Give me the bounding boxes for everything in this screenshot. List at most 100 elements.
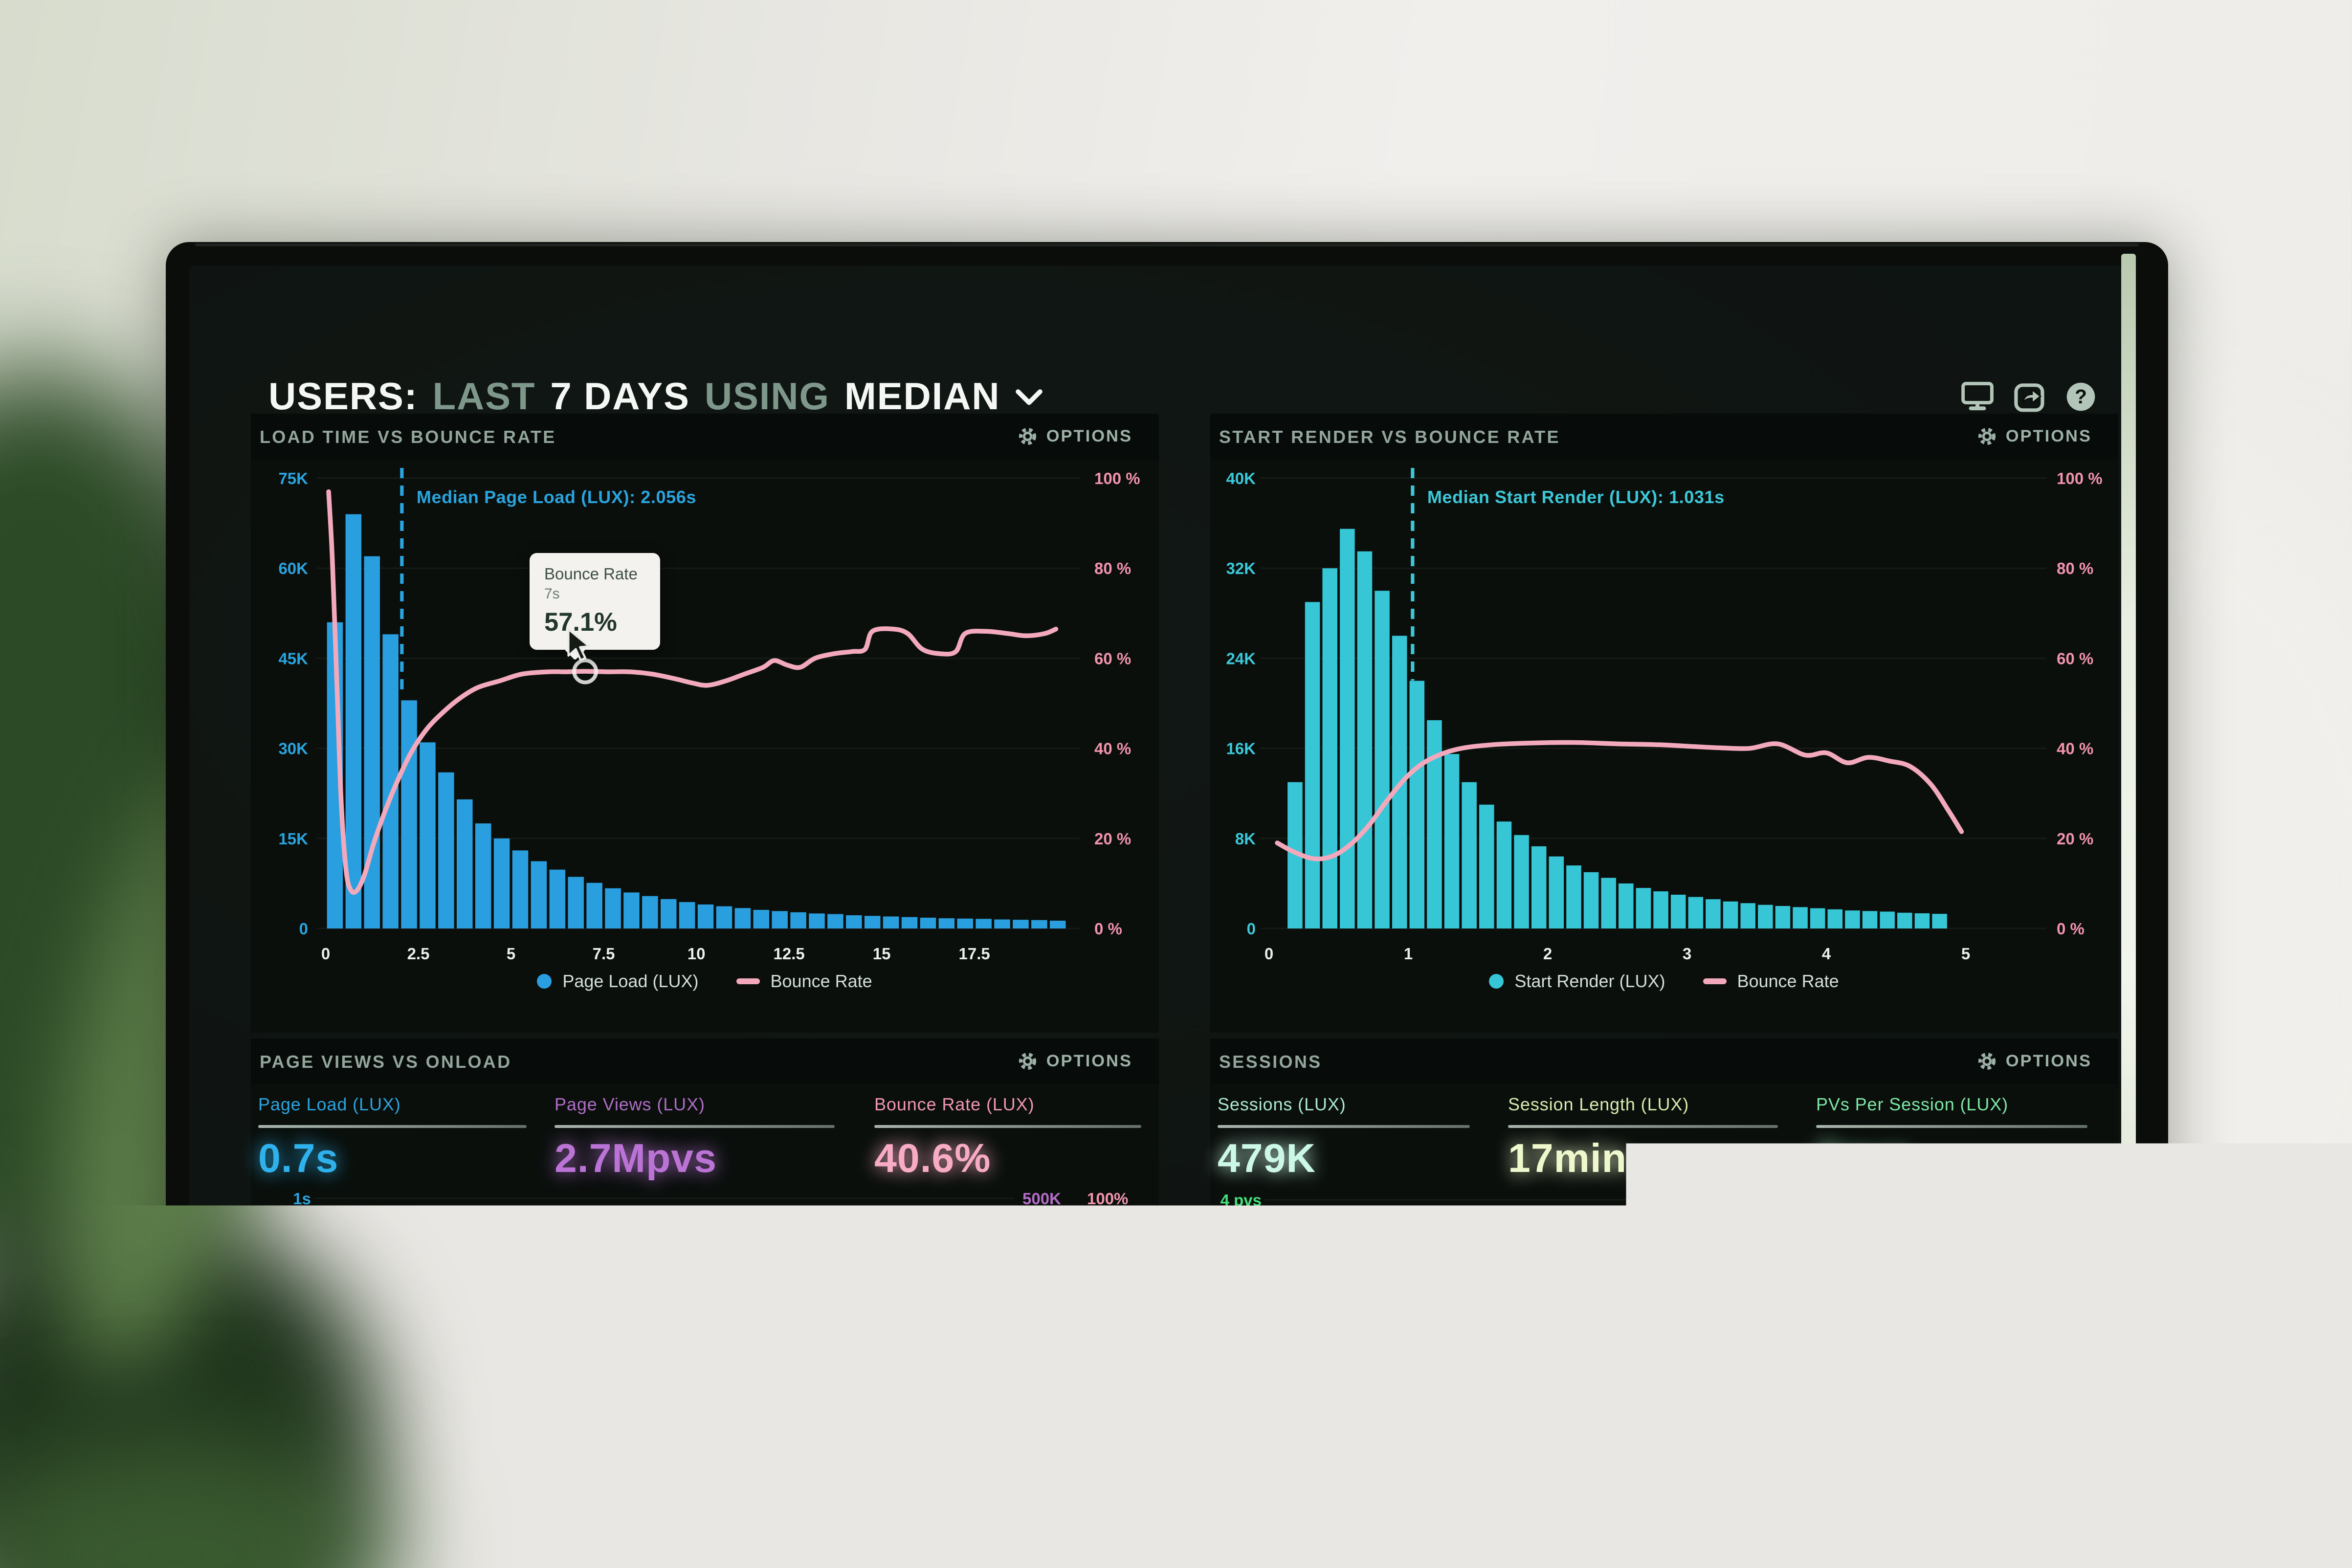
metric-value: 479K bbox=[1218, 1135, 1470, 1182]
svg-text:60K: 60K bbox=[278, 559, 308, 577]
svg-text:4: 4 bbox=[1822, 945, 1831, 963]
chat-bubble-icon bbox=[2030, 1371, 2068, 1410]
legend-dash-icon bbox=[1703, 978, 1727, 985]
metric-underline bbox=[1508, 1125, 1778, 1128]
svg-text:200K: 200K bbox=[1022, 1394, 1061, 1413]
legend-label: Bounce Rate bbox=[1737, 971, 1839, 992]
svg-text:60 %: 60 % bbox=[1094, 649, 1131, 667]
notification-badge: 4 bbox=[2065, 1342, 2092, 1369]
metric-label: Page Load (LUX) bbox=[258, 1094, 527, 1115]
svg-text:40%: 40% bbox=[1087, 1394, 1119, 1413]
svg-text:40K: 40K bbox=[1955, 1391, 1985, 1410]
svg-text:1: 1 bbox=[1404, 945, 1413, 963]
chart-load-time-vs-bounce-rate: 75K 100 %60K 80 %45K 60 %30K 40 %15K 20 %0 0 %… bbox=[251, 414, 1159, 1033]
svg-text:32 min: 32 min bbox=[2011, 1258, 2063, 1276]
help-icon[interactable]: ? bbox=[2064, 380, 2096, 412]
legend-item-bounce-rate[interactable]: Bounce Rate bbox=[1703, 971, 1839, 992]
svg-text:0.4s: 0.4s bbox=[280, 1394, 311, 1413]
title-using: USING bbox=[705, 374, 830, 420]
svg-text:60K: 60K bbox=[1955, 1325, 1985, 1343]
metric-underline bbox=[1218, 1125, 1470, 1128]
metric-underline bbox=[258, 1125, 527, 1128]
title-median: MEDIAN bbox=[844, 374, 1000, 420]
svg-text:40K: 40K bbox=[1226, 469, 1256, 487]
svg-text:0.8s: 0.8s bbox=[280, 1258, 311, 1276]
macbook-label: MacBook Pro bbox=[1086, 1550, 1379, 1568]
legend-label: Start Render (LUX) bbox=[1514, 971, 1665, 992]
svg-text:7.5: 7.5 bbox=[593, 945, 615, 963]
svg-text:100 %: 100 % bbox=[2057, 469, 2103, 487]
svg-text:75K: 75K bbox=[278, 469, 308, 487]
metric-value: 0.7s bbox=[258, 1135, 527, 1182]
svg-text:2.5: 2.5 bbox=[407, 945, 430, 963]
svg-text:20 %: 20 % bbox=[2057, 830, 2093, 848]
svg-text:40 min: 40 min bbox=[2011, 1191, 2063, 1209]
chart-start-render-vs-bounce-rate: 40K 100 % 32K 80 % 24K 60 % 16K 40 % 8K 20 % 0 0 % 0… bbox=[1210, 414, 2118, 1033]
svg-text:1.6 pvs: 1.6 pvs bbox=[1207, 1391, 1262, 1410]
chart-tooltip: Bounce Rate 7s 57.1% bbox=[530, 553, 660, 650]
svg-text:30K: 30K bbox=[278, 740, 308, 758]
legend-item-start-render[interactable]: Start Render (LUX) bbox=[1489, 971, 1665, 992]
users-range-dropdown[interactable]: USERS: LAST 7 DAYS USING MEDIAN bbox=[268, 374, 1043, 420]
svg-text:12.5: 12.5 bbox=[774, 945, 805, 963]
svg-text:17.5: 17.5 bbox=[959, 945, 990, 963]
svg-text:100K: 100K bbox=[1955, 1191, 1994, 1209]
metric-sessions: Sessions (LUX) 479K bbox=[1218, 1094, 1470, 1182]
svg-text:20 %: 20 % bbox=[1094, 830, 1131, 848]
tooltip-value: 57.1% bbox=[544, 607, 645, 638]
title-7days: 7 DAYS bbox=[550, 374, 689, 420]
svg-text:5: 5 bbox=[507, 945, 515, 963]
svg-text:?: ? bbox=[2074, 385, 2086, 407]
svg-text:45K: 45K bbox=[278, 649, 308, 667]
svg-text:4 pvs: 4 pvs bbox=[1220, 1191, 1262, 1209]
metric-session-length: Session Length (LUX) 17min bbox=[1508, 1094, 1778, 1182]
svg-text:0: 0 bbox=[299, 920, 308, 938]
svg-text:80K: 80K bbox=[1955, 1258, 1985, 1276]
metric-label: Session Length (LUX) bbox=[1508, 1094, 1778, 1115]
share-icon[interactable] bbox=[2013, 380, 2045, 412]
metric-value: 17min bbox=[1508, 1135, 1778, 1182]
svg-text:8K: 8K bbox=[1235, 830, 1256, 848]
metric-pvs-per-session: PVs Per Session (LUX) 2pvs bbox=[1816, 1094, 2087, 1182]
metric-value: 2.7Mpvs bbox=[555, 1135, 835, 1182]
svg-text:80 %: 80 % bbox=[1094, 559, 1131, 577]
metric-value: 2pvs bbox=[1816, 1135, 2087, 1182]
mouse-cursor-icon bbox=[566, 628, 593, 663]
svg-text:0: 0 bbox=[321, 945, 330, 963]
svg-text:100%: 100% bbox=[1087, 1190, 1128, 1208]
svg-text:2.4 pvs: 2.4 pvs bbox=[1207, 1325, 1262, 1343]
svg-text:32K: 32K bbox=[1226, 559, 1256, 577]
svg-text:40 %: 40 % bbox=[2057, 740, 2093, 758]
legend-item-page-load[interactable]: Page Load (LUX) bbox=[537, 971, 698, 992]
svg-text:2: 2 bbox=[1543, 945, 1552, 963]
svg-text:0: 0 bbox=[1247, 920, 1256, 938]
metric-bounce-rate: Bounce Rate (LUX) 40.6% bbox=[874, 1094, 1141, 1182]
svg-text:3: 3 bbox=[1683, 945, 1691, 963]
scene: USERS: LAST 7 DAYS USING MEDIAN bbox=[0, 0, 2352, 1568]
svg-text:0 %: 0 % bbox=[2057, 920, 2085, 938]
metric-underline bbox=[555, 1125, 835, 1128]
chat-launcher-button[interactable]: 4 bbox=[2011, 1352, 2087, 1429]
svg-text:500K: 500K bbox=[1022, 1190, 1061, 1208]
legend-load-time: Page Load (LUX) Bounce Rate bbox=[251, 971, 1159, 992]
display-icon[interactable] bbox=[1961, 380, 1994, 412]
svg-text:40 %: 40 % bbox=[1094, 740, 1131, 758]
svg-text:0.6s: 0.6s bbox=[280, 1326, 311, 1344]
svg-text:Median Start Render (LUX): 1.0: Median Start Render (LUX): 1.031s bbox=[1427, 487, 1725, 507]
svg-text:16K: 16K bbox=[1226, 740, 1256, 758]
svg-text:100 %: 100 % bbox=[1094, 469, 1140, 487]
svg-text:3.2 pvs: 3.2 pvs bbox=[1207, 1258, 1262, 1276]
title-last: LAST bbox=[433, 374, 536, 420]
laptop-edge-highlight bbox=[2121, 254, 2136, 1568]
metric-page-load: Page Load (LUX) 0.7s bbox=[258, 1094, 527, 1182]
metric-page-views: Page Views (LUX) 2.7Mpvs bbox=[555, 1094, 835, 1182]
svg-text:0 %: 0 % bbox=[1094, 920, 1122, 938]
legend-item-bounce-rate[interactable]: Bounce Rate bbox=[737, 971, 872, 992]
tooltip-series: Bounce Rate bbox=[544, 566, 645, 584]
svg-text:1s: 1s bbox=[293, 1190, 311, 1208]
svg-text:60%: 60% bbox=[1087, 1326, 1119, 1344]
legend-dot-icon bbox=[1489, 974, 1504, 989]
svg-text:15: 15 bbox=[873, 945, 891, 963]
svg-text:24 min: 24 min bbox=[2011, 1325, 2063, 1343]
legend-dot-icon bbox=[537, 974, 552, 989]
